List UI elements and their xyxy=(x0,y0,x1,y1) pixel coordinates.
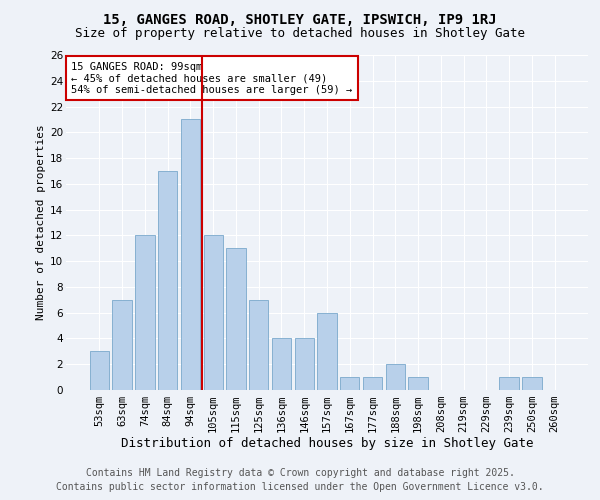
Bar xyxy=(249,300,268,390)
Bar xyxy=(203,236,223,390)
Bar xyxy=(181,120,200,390)
X-axis label: Distribution of detached houses by size in Shotley Gate: Distribution of detached houses by size … xyxy=(121,436,533,450)
Bar xyxy=(158,171,178,390)
Bar xyxy=(272,338,291,390)
Bar xyxy=(386,364,405,390)
Y-axis label: Number of detached properties: Number of detached properties xyxy=(36,124,46,320)
Bar xyxy=(409,377,428,390)
Bar xyxy=(522,377,542,390)
Text: 15 GANGES ROAD: 99sqm
← 45% of detached houses are smaller (49)
54% of semi-deta: 15 GANGES ROAD: 99sqm ← 45% of detached … xyxy=(71,62,352,95)
Bar xyxy=(226,248,245,390)
Bar xyxy=(112,300,132,390)
Bar xyxy=(90,352,109,390)
Bar xyxy=(363,377,382,390)
Bar xyxy=(135,236,155,390)
Bar xyxy=(499,377,519,390)
Bar xyxy=(340,377,359,390)
Text: Size of property relative to detached houses in Shotley Gate: Size of property relative to detached ho… xyxy=(75,28,525,40)
Bar xyxy=(295,338,314,390)
Bar xyxy=(317,312,337,390)
Text: Contains HM Land Registry data © Crown copyright and database right 2025.
Contai: Contains HM Land Registry data © Crown c… xyxy=(56,468,544,492)
Text: 15, GANGES ROAD, SHOTLEY GATE, IPSWICH, IP9 1RJ: 15, GANGES ROAD, SHOTLEY GATE, IPSWICH, … xyxy=(103,12,497,26)
